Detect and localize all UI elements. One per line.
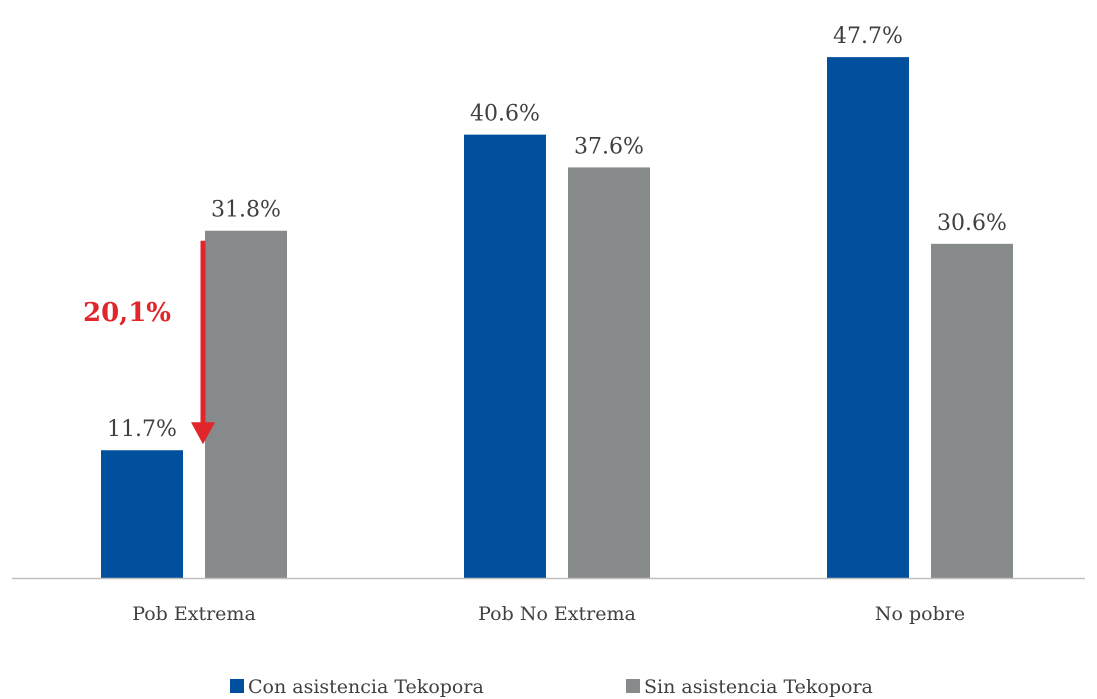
annotation-label: 20,1%	[83, 298, 171, 328]
value-label-con-1: 40.6%	[470, 102, 540, 127]
legend-label-con: Con asistencia Tekopora	[248, 676, 484, 698]
bar-sin-1	[568, 167, 650, 578]
bars-layer	[101, 57, 1013, 578]
annotation-arrow-head	[191, 422, 215, 445]
value-label-sin-1: 37.6%	[574, 134, 644, 159]
category-label-0: Pob Extrema	[132, 603, 256, 625]
value-label-sin-0: 31.8%	[211, 198, 281, 223]
bar-sin-0	[205, 230, 287, 578]
value-label-con-2: 47.7%	[833, 24, 903, 49]
value-labels-layer: 11.7% 40.6% 47.7% 31.8% 37.6% 30.6%	[107, 24, 1007, 442]
bar-con-1	[464, 134, 546, 578]
annotation-layer: 20,1%	[83, 240, 215, 445]
category-label-2: No pobre	[875, 603, 965, 625]
bar-con-0	[101, 450, 183, 578]
tick-labels-layer: Pob Extrema Pob No Extrema No pobre	[132, 603, 965, 625]
bar-con-2	[827, 57, 909, 578]
bar-sin-2	[931, 243, 1013, 578]
legend: Con asistencia Tekopora Sin asistencia Te…	[230, 676, 873, 698]
value-label-sin-2: 30.6%	[937, 211, 1007, 236]
category-label-1: Pob No Extrema	[478, 603, 636, 625]
legend-swatch-con	[230, 679, 244, 693]
legend-swatch-sin	[626, 679, 640, 693]
value-label-con-0: 11.7%	[107, 417, 177, 442]
legend-label-sin: Sin asistencia Tekopora	[644, 676, 873, 698]
